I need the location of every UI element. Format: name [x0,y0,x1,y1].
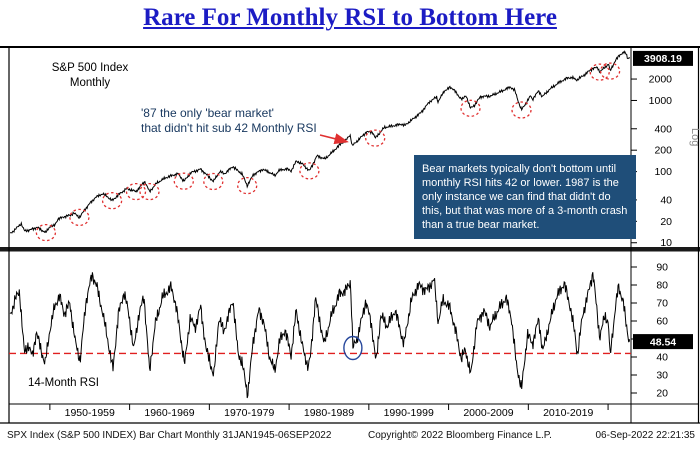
callout-box: Bear markets typically don't bottom unti… [414,155,636,239]
page-title: Rare For Monthly RSI to Bottom Here [143,4,557,31]
price-last-value: 3908.19 [644,53,682,65]
price-ytick-label: 2000 [649,74,673,86]
bear-bottom-circle [511,101,532,119]
footer-copyright: Copyright© 2022 Bloomberg Finance L.P. [368,430,552,441]
price-panel-label-line1: S&P 500 Index [51,62,129,74]
decade-label: 2000-2009 [463,407,513,419]
price-ytick-label: 10 [660,237,672,249]
decade-label: 1950-1959 [65,407,115,419]
price-last-value-box [633,50,693,66]
price-ytick-label: 400 [654,123,672,135]
rsi-1988-highlight-circle [343,335,363,361]
bear-bottom-circle [35,223,57,242]
bear-bottom-circle [237,176,258,195]
rsi-ytick-label: 70 [656,298,668,310]
bear-bottom-circle [599,62,621,80]
note-line-2: that didn't hit sub 42 Monthly RSI [141,121,317,135]
bear-bottom-circle [203,172,224,191]
price-ytick-label: 20 [660,216,672,228]
decade-label: 1960-1969 [144,407,194,419]
price-panel-label: S&P 500 Index Monthly [34,61,146,91]
bear-bottom-circle [460,99,481,117]
price-ytick-label: 200 [654,145,672,157]
rsi-ytick-label: 30 [656,370,668,382]
decade-label: 1990-1999 [384,407,434,419]
rsi-ytick-label: 40 [656,352,668,364]
bear-bottom-circle [139,182,160,201]
bear-bottom-circle [173,172,194,190]
price-ytick-label: 100 [654,166,672,178]
decade-label: 1970-1979 [224,407,274,419]
rsi-ytick-label: 20 [656,388,668,400]
decade-label: 2010-2019 [543,407,593,419]
bear-bottom-circle [365,129,386,147]
price-panel-label-line2: Monthly [69,77,111,89]
decade-label: 1980-1989 [304,407,354,419]
log-scale-label: Log [689,128,700,146]
note-line-1: '87 the only 'bear market' [141,106,274,120]
rsi-ytick-label: 90 [656,262,668,274]
panel-separator [0,247,700,252]
footer-timestamp: 06-Sep-2022 22:21:35 [595,430,695,441]
bear-bottom-circle [589,63,610,81]
annotation-arrow [319,133,349,145]
rsi-ytick-label: 80 [656,280,668,292]
price-ytick-label: 40 [660,194,672,206]
price-ytick-label: 1000 [649,95,673,107]
rsi-panel-label: 14-Month RSI [28,377,99,389]
footer-chart-description: SPX Index (S&P 500 INDEX) Bar Chart Mont… [7,430,332,441]
price-rsi-chart: 200010004002001004020109080706050403020L… [0,46,700,424]
rsi-ytick-label: 60 [656,316,668,328]
bear-bottom-circle [69,208,90,227]
rsi-last-value-box [633,334,693,350]
rsi-line [9,272,630,399]
bear-bottom-circle [125,182,147,201]
rsi-last-value: 48.54 [650,336,676,348]
annotation-87-note: '87 the only 'bear market' that didn't h… [141,106,317,136]
bear-bottom-circle [299,162,320,180]
bear-bottom-circle [101,192,123,210]
